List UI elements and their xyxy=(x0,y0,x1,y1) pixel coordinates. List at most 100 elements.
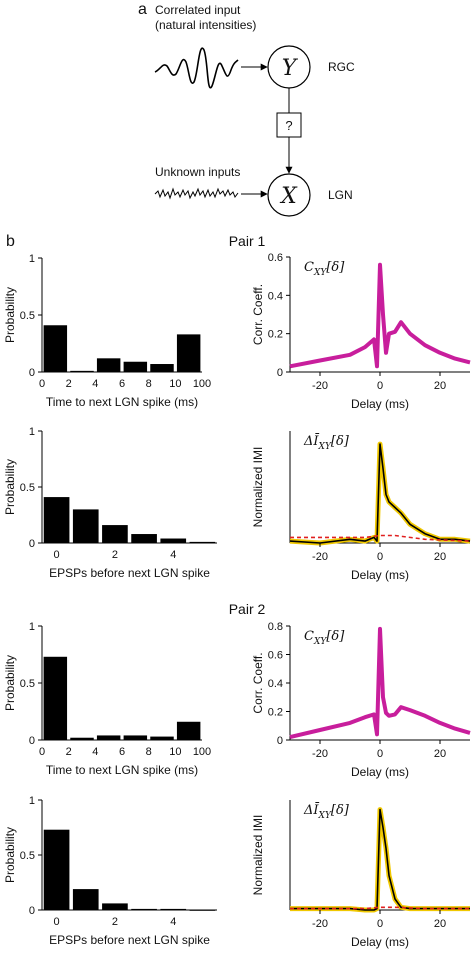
pair1-corr-xlabel: Delay (ms) xyxy=(351,397,409,411)
pair1-imi-baseline-line xyxy=(290,534,471,542)
pair2-time-xtick-4: 8 xyxy=(146,746,152,758)
pair1-epsp-ylabel: Probability xyxy=(3,459,17,515)
pair1-corr-ytick-1: 0.2 xyxy=(268,329,283,341)
chart-pair2-correlation: 0 0.2 0.4 0.6 0.8 -20 0 20 CXY[δ] Corr. Coeff. Del… xyxy=(251,621,471,779)
natural-input-waveform xyxy=(154,47,239,89)
pair2-imi-baseline-line xyxy=(290,906,470,910)
pair2-time-xtick-3: 6 xyxy=(119,746,125,758)
pair1-time-xtick-6: 100 xyxy=(193,378,211,390)
pair1-time-bar-1 xyxy=(70,370,94,372)
pair2-corr-ytick-4: 0.8 xyxy=(268,621,283,633)
pair2-epsp-bar-1 xyxy=(72,889,99,910)
pair2-corr-xlabel: Delay (ms) xyxy=(351,765,409,779)
pair2-corr-xtick-1: 0 xyxy=(377,748,383,760)
pair1-time-xtick-5: 10 xyxy=(169,378,181,390)
unknown-transfer-symbol: ? xyxy=(285,118,292,133)
pair2-imi-annotation: ΔĪXY[δ] xyxy=(303,802,350,821)
pair2-corr-annotation: CXY[δ] xyxy=(304,629,345,647)
pair2-corr-xtick-0: -20 xyxy=(312,748,328,760)
pair2-time-bar-4 xyxy=(150,736,174,740)
pair1-corr-ylabel: Corr. Coeff. xyxy=(251,284,265,345)
lgn-label: LGN xyxy=(328,188,353,202)
pair2-time-bar-0 xyxy=(43,656,68,740)
pair2-epsp-xtick-1: 2 xyxy=(112,916,118,928)
pair2-epsp-xtick-2: 4 xyxy=(170,916,176,928)
pair2-epsp-xlabel: EPSPs before next LGN spike xyxy=(49,933,210,947)
pair2-corr-ytick-1: 0.2 xyxy=(268,707,283,719)
pair2-imi-xtick-1: 0 xyxy=(377,918,383,930)
pair2-time-bar-2 xyxy=(96,735,121,740)
pair1-time-title: Pair 1 xyxy=(229,233,266,249)
pair1-corr-series-line xyxy=(289,262,471,369)
pair1-epsp-xtick-2: 4 xyxy=(170,549,176,561)
panel-a-diagram: a Correlated input (natural intensities)… xyxy=(138,1,355,217)
pair2-epsp-ytick-2: 1 xyxy=(29,795,35,807)
unknown-transfer-box xyxy=(276,112,302,138)
pair2-time-xtick-6: 100 xyxy=(193,746,211,758)
pair1-time-bar-5 xyxy=(176,334,201,372)
pair1-time-bar-2 xyxy=(96,358,121,372)
pair2-time-xtick-1: 2 xyxy=(66,746,72,758)
pair1-epsp-bar-3 xyxy=(131,534,157,543)
pair2-epsp-bar-0 xyxy=(43,829,70,910)
pair1-time-xtick-3: 6 xyxy=(119,378,125,390)
pair2-corr-ylabel: Corr. Coeff. xyxy=(251,652,265,713)
pair2-time-xlabel: Time to next LGN spike (ms) xyxy=(46,763,198,777)
pair1-time-ylabel: Probability xyxy=(3,287,17,343)
pair1-imi-ylabel: Normalized IMI xyxy=(251,447,265,528)
pair2-corr-ytick-0: 0 xyxy=(277,735,283,747)
pair2-epsp-ylabel: Probability xyxy=(3,827,17,883)
unknown-input-noise xyxy=(154,187,239,200)
pair1-epsp-bar-1 xyxy=(72,509,99,543)
panel-b-label: b xyxy=(6,233,15,250)
pair2-imi-xtick-2: 20 xyxy=(434,918,446,930)
pair1-corr-xtick-1: 0 xyxy=(377,380,383,392)
pair2-corr-ytick-3: 0.6 xyxy=(268,650,283,662)
pair2-imi-xlabel: Delay (ms) xyxy=(351,935,409,949)
lgn-node-symbol: X xyxy=(279,184,298,209)
pair1-time-xtick-1: 2 xyxy=(66,378,72,390)
pair1-epsp-ytick-1: 0.5 xyxy=(20,482,35,494)
pair2-epsp-xtick-0: 0 xyxy=(54,916,60,928)
pair1-imi-xtick-1: 0 xyxy=(377,551,383,563)
pair1-corr-ytick-2: 0.4 xyxy=(268,290,283,302)
pair2-corr-xtick-2: 20 xyxy=(434,748,446,760)
pair1-corr-ytick-3: 0.6 xyxy=(268,252,283,264)
chart-pair2-epsp-histogram: 0 0.5 1 0 2 4 Probability EPSPs before next LGN… xyxy=(3,795,217,947)
pair2-time-ytick-0: 0 xyxy=(29,735,35,747)
pair1-time-bar-0 xyxy=(43,325,68,372)
pair1-epsp-ytick-2: 1 xyxy=(29,426,35,438)
pair1-imi-xtick-2: 20 xyxy=(434,551,446,563)
pair1-time-bar-4 xyxy=(150,364,174,372)
pair1-epsp-bar-5 xyxy=(189,541,216,543)
pair1-corr-xtick-0: -20 xyxy=(312,380,328,392)
pair1-imi-series-line xyxy=(289,443,471,544)
chart-pair1-correlation: 0 0.2 0.4 0.6 -20 0 20 CXY[δ] Corr. Coeff. Delay … xyxy=(251,252,471,411)
pair1-epsp-bar-2 xyxy=(102,525,128,543)
pair2-epsp-ytick-0: 0 xyxy=(29,905,35,917)
pair1-time-ytick-2: 1 xyxy=(29,253,35,265)
pair2-epsp-ytick-1: 0.5 xyxy=(20,850,35,862)
pair2-epsp-bar-4 xyxy=(160,908,187,910)
pair1-epsp-ytick-0: 0 xyxy=(29,538,35,550)
pair1-time-xlabel: Time to next LGN spike (ms) xyxy=(46,395,198,409)
correlated-input-sublabel: (natural intensities) xyxy=(155,18,256,32)
pair2-corr-ytick-2: 0.4 xyxy=(268,678,283,690)
rgc-label: RGC xyxy=(328,60,355,74)
pair1-time-bar-3 xyxy=(123,361,148,372)
pair2-imi-ylabel: Normalized IMI xyxy=(251,815,265,896)
pair1-time-xtick-0: 0 xyxy=(39,378,45,390)
rgc-node-symbol: Y xyxy=(282,56,299,81)
pair2-time-xtick-0: 0 xyxy=(39,746,45,758)
pair2-time-xtick-2: 4 xyxy=(92,746,98,758)
chart-pair1-epsp-histogram: 0 0.5 1 0 2 4 Probability EPSPs before next LGN… xyxy=(3,426,217,580)
correlated-input-label: Correlated input xyxy=(155,3,241,17)
pair1-epsp-xtick-0: 0 xyxy=(54,549,60,561)
pair1-corr-xtick-2: 20 xyxy=(434,380,446,392)
chart-pair2-imi: -20 0 20 ΔĪXY[δ] Normalized IMI Delay (ms) xyxy=(251,800,470,949)
unknown-inputs-label: Unknown inputs xyxy=(155,165,240,179)
pair1-epsp-xlabel: EPSPs before next LGN spike xyxy=(49,566,210,580)
pair1-corr-ytick-0: 0 xyxy=(277,367,283,379)
